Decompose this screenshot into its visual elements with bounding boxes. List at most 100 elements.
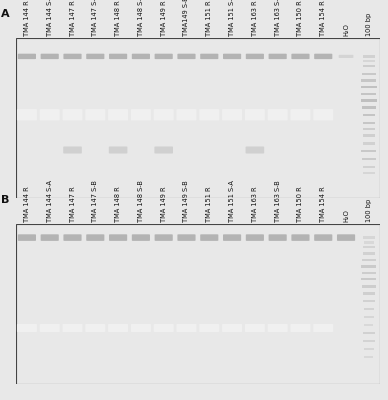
FancyBboxPatch shape (85, 109, 105, 120)
FancyBboxPatch shape (268, 324, 288, 332)
FancyBboxPatch shape (313, 324, 333, 332)
FancyBboxPatch shape (40, 109, 60, 120)
FancyBboxPatch shape (246, 234, 264, 241)
FancyBboxPatch shape (245, 324, 265, 332)
FancyBboxPatch shape (200, 54, 218, 59)
FancyBboxPatch shape (154, 234, 173, 241)
FancyBboxPatch shape (200, 234, 218, 241)
Text: TMA 150 R: TMA 150 R (298, 0, 303, 36)
Bar (363, 236, 374, 239)
Text: TMA 144 R: TMA 144 R (24, 186, 30, 222)
Bar (362, 158, 376, 160)
FancyBboxPatch shape (109, 54, 127, 59)
Text: TMA 144 R: TMA 144 R (24, 0, 30, 36)
Text: H₂O: H₂O (343, 23, 349, 36)
Bar (364, 308, 374, 310)
Bar (362, 265, 376, 268)
Text: TMA 151 R: TMA 151 R (206, 0, 212, 36)
Bar (363, 142, 374, 145)
FancyBboxPatch shape (132, 54, 150, 59)
Text: TMA 148 S-B: TMA 148 S-B (138, 0, 144, 36)
Bar (362, 272, 376, 274)
FancyBboxPatch shape (268, 109, 288, 120)
Text: TMA 163 R: TMA 163 R (252, 0, 258, 36)
FancyBboxPatch shape (131, 324, 151, 332)
FancyBboxPatch shape (63, 146, 82, 154)
FancyBboxPatch shape (154, 109, 174, 120)
FancyBboxPatch shape (154, 146, 173, 154)
Bar (363, 60, 374, 62)
Text: 100 bp: 100 bp (366, 198, 372, 222)
FancyBboxPatch shape (199, 324, 219, 332)
FancyBboxPatch shape (86, 234, 104, 241)
Text: TMA 163 R: TMA 163 R (252, 186, 258, 222)
FancyBboxPatch shape (41, 234, 59, 241)
Text: TMA 144 S-A: TMA 144 S-A (47, 0, 53, 36)
FancyBboxPatch shape (86, 54, 104, 59)
FancyBboxPatch shape (291, 109, 310, 120)
FancyBboxPatch shape (131, 109, 151, 120)
Text: TMA 147 R: TMA 147 R (69, 0, 76, 36)
Bar (364, 316, 374, 318)
FancyBboxPatch shape (291, 234, 310, 241)
Bar (362, 114, 375, 116)
Text: TMA 148 R: TMA 148 R (115, 0, 121, 36)
Text: TMA 154 R: TMA 154 R (320, 186, 326, 222)
FancyBboxPatch shape (41, 54, 59, 59)
Text: TMA149 S-B: TMA149 S-B (184, 0, 189, 36)
Text: TMA 147 R: TMA 147 R (69, 186, 76, 222)
FancyBboxPatch shape (314, 54, 333, 59)
Text: TMA 149 R: TMA 149 R (161, 0, 167, 36)
FancyBboxPatch shape (268, 54, 287, 59)
Bar (362, 65, 375, 67)
FancyBboxPatch shape (17, 324, 37, 332)
Text: TMA 151 S-A: TMA 151 S-A (229, 180, 235, 222)
FancyBboxPatch shape (40, 324, 60, 332)
Bar (362, 93, 376, 95)
Text: B: B (1, 195, 9, 205)
Bar (362, 166, 375, 168)
Bar (362, 79, 376, 82)
Text: TMA 150 R: TMA 150 R (298, 186, 303, 222)
Bar (362, 292, 375, 295)
Text: TMA 144 S-A: TMA 144 S-A (47, 180, 53, 222)
Bar (362, 332, 375, 334)
FancyBboxPatch shape (291, 324, 310, 332)
FancyBboxPatch shape (108, 109, 128, 120)
Bar (361, 99, 377, 102)
FancyBboxPatch shape (223, 234, 241, 241)
Bar (363, 300, 374, 302)
Bar (363, 246, 374, 248)
Bar (362, 55, 375, 58)
Bar (362, 150, 376, 152)
FancyBboxPatch shape (154, 324, 174, 332)
Bar (364, 241, 374, 244)
Text: TMA 163 S-B: TMA 163 S-B (275, 180, 281, 222)
Bar (363, 134, 374, 137)
FancyBboxPatch shape (337, 234, 355, 241)
Bar (364, 324, 373, 326)
FancyBboxPatch shape (17, 109, 37, 120)
Text: TMA 154 R: TMA 154 R (320, 0, 326, 36)
Bar (361, 86, 377, 88)
Text: TMA 151 S-A: TMA 151 S-A (229, 0, 235, 36)
Bar (362, 73, 376, 75)
Text: TMA 147 S-B: TMA 147 S-B (92, 0, 98, 36)
FancyBboxPatch shape (132, 234, 150, 241)
Text: TMA 148 R: TMA 148 R (115, 186, 121, 222)
Bar (363, 172, 374, 174)
Text: TMA 147 S-B: TMA 147 S-B (92, 180, 98, 222)
FancyBboxPatch shape (313, 109, 333, 120)
FancyBboxPatch shape (246, 54, 264, 59)
FancyBboxPatch shape (109, 234, 127, 241)
FancyBboxPatch shape (63, 54, 81, 59)
FancyBboxPatch shape (108, 324, 128, 332)
FancyBboxPatch shape (223, 54, 241, 59)
Text: TMA 149 S-B: TMA 149 S-B (184, 180, 189, 222)
Bar (364, 348, 374, 350)
FancyBboxPatch shape (109, 146, 127, 154)
Bar (362, 278, 376, 280)
Text: TMA 151 R: TMA 151 R (206, 186, 212, 222)
FancyBboxPatch shape (246, 146, 264, 154)
FancyBboxPatch shape (63, 234, 81, 241)
